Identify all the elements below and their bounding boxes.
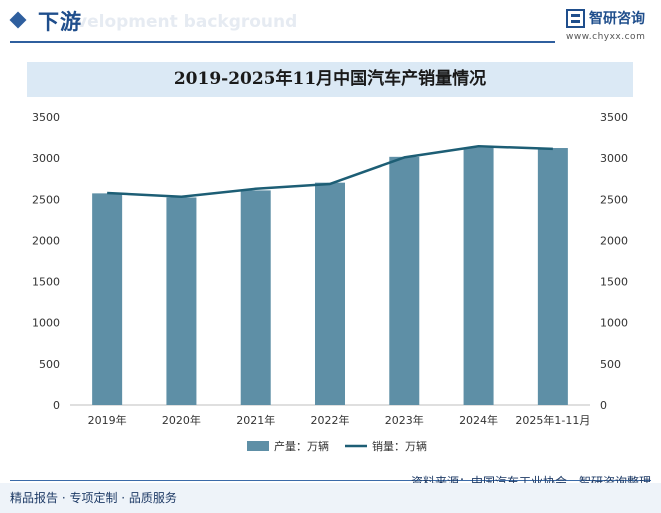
footer-divider [10,480,651,481]
series-line [107,145,553,198]
legend-label-line: 销量：万辆 [372,439,427,453]
y-tick-label: 1500 [32,276,60,289]
chart-title: 2019-2025年11月中国汽车产销量情况 [173,69,487,89]
header-divider [10,41,555,43]
y-tick-label: 3000 [32,152,60,165]
footer-tagline: 精品报告 · 专项定制 · 品质服务 [10,491,177,505]
bar [92,193,123,405]
y2-tick-label: 500 [600,358,621,371]
brand-name: 智研咨询 [589,11,645,27]
bar [166,197,197,405]
y-tick-label: 0 [53,399,60,412]
header: velopment background 下游 智研咨询 www.chyxx.c… [0,0,661,48]
brand-logo-icon [566,9,585,28]
y-tick-label: 2000 [32,234,60,247]
y2-tick-label: 1500 [600,276,628,289]
header-background-text: velopment background [76,12,298,32]
bar [315,182,345,405]
legend-label-bar: 产量：万辆 [274,439,329,453]
title-band [27,62,633,97]
x-tick-label: 2025年1-11月 [515,413,590,427]
y-tick-label: 500 [39,358,60,371]
x-tick-label: 2021年 [236,413,275,427]
bar [537,148,568,405]
x-tick-label: 2022年 [311,413,350,427]
section-title: 下游 [38,10,82,34]
y2-tick-label: 1000 [600,317,628,330]
bar [389,156,420,405]
brand-url: www.chyxx.com [566,32,646,42]
y2-tick-label: 0 [600,399,607,412]
y2-tick-label: 3500 [600,111,628,124]
legend-swatch-bar [247,441,269,451]
y-tick-label: 3500 [32,111,60,124]
x-tick-label: 2024年 [459,413,498,427]
footer-bar [0,483,661,513]
y2-tick-label: 2500 [600,193,628,206]
y2-tick-label: 2000 [600,234,628,247]
y2-tick-label: 3000 [600,152,628,165]
x-tick-label: 2020年 [162,413,201,427]
bar [463,147,494,405]
y-tick-label: 1000 [32,317,60,330]
x-tick-label: 2023年 [385,413,424,427]
bar [240,190,271,405]
x-tick-label: 2019年 [88,413,127,427]
y-tick-label: 2500 [32,193,60,206]
